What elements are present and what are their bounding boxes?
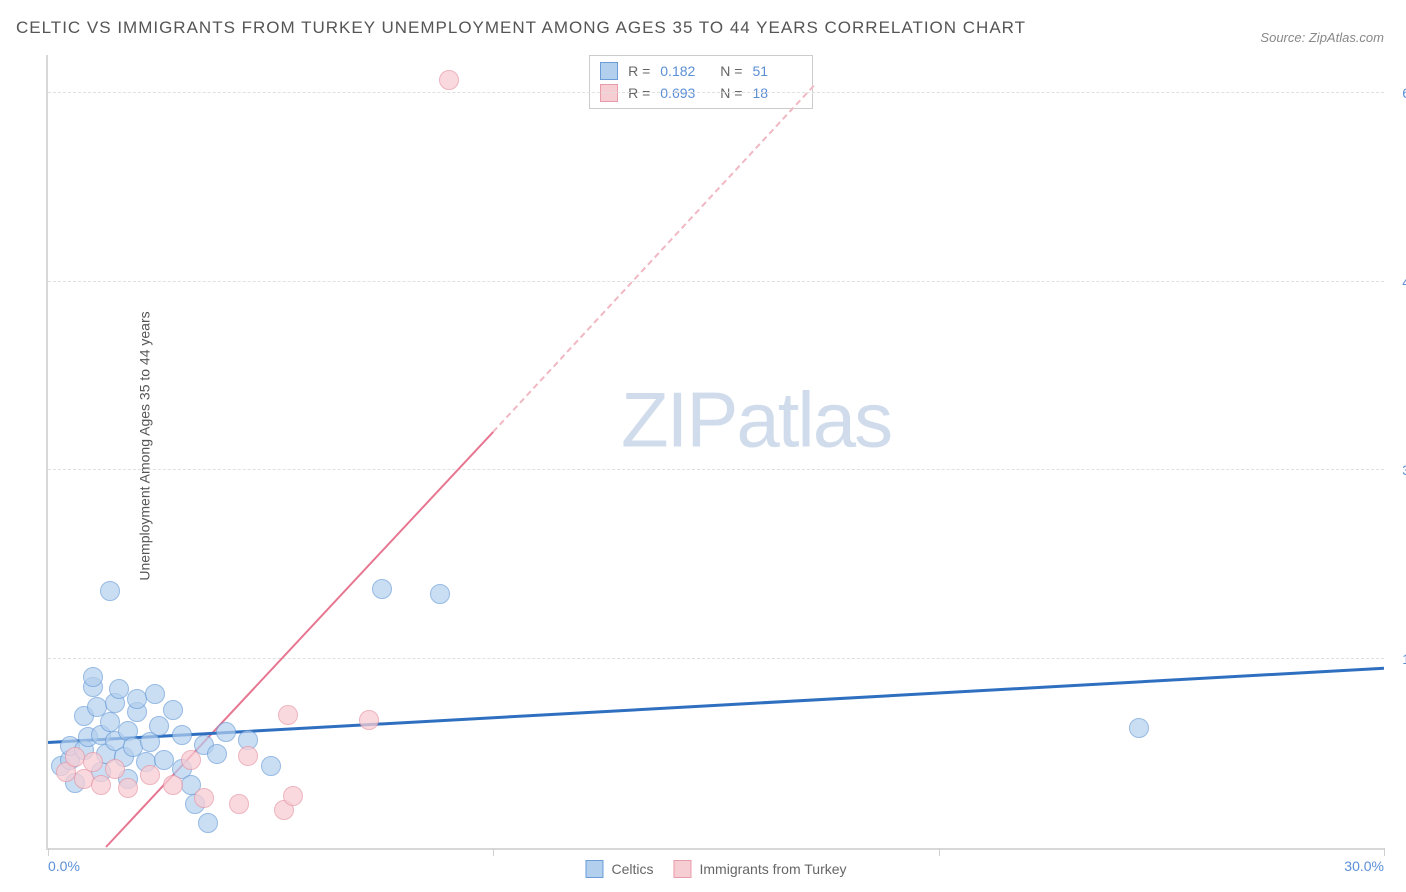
trend-line: [493, 85, 815, 433]
scatter-point: [207, 744, 227, 764]
scatter-point: [216, 722, 236, 742]
scatter-point: [238, 746, 258, 766]
ytick-label: 60.0%: [1402, 85, 1406, 101]
ytick-label: 30.0%: [1402, 462, 1406, 478]
source-label: Source:: [1260, 30, 1305, 45]
swatch-turkey-bottom: [673, 860, 691, 878]
scatter-point: [439, 70, 459, 90]
scatter-point: [83, 752, 103, 772]
swatch-turkey: [600, 84, 618, 102]
xtick: [48, 848, 49, 856]
scatter-point: [194, 788, 214, 808]
source-citation: Source: ZipAtlas.com: [1260, 30, 1384, 45]
gridline-h: [48, 281, 1384, 282]
xtick-label: 30.0%: [1344, 858, 1384, 874]
scatter-point: [261, 756, 281, 776]
scatter-point: [65, 747, 85, 767]
plot-area: ZIPatlas R = 0.182 N = 51 R = 0.693 N = …: [46, 55, 1384, 850]
n-label-0: N =: [720, 63, 742, 79]
stat-legend: R = 0.182 N = 51 R = 0.693 N = 18: [589, 55, 813, 109]
scatter-point: [145, 684, 165, 704]
r-value-1: 0.693: [660, 85, 710, 101]
scatter-point: [1129, 718, 1149, 738]
scatter-point: [109, 679, 129, 699]
r-label-1: R =: [628, 85, 650, 101]
n-label-1: N =: [720, 85, 742, 101]
scatter-point: [359, 710, 379, 730]
gridline-h: [48, 92, 1384, 93]
scatter-point: [83, 667, 103, 687]
stat-row-0: R = 0.182 N = 51: [600, 60, 802, 82]
scatter-point: [181, 750, 201, 770]
gridline-h: [48, 658, 1384, 659]
ytick-label: 45.0%: [1402, 274, 1406, 290]
xtick-label: 0.0%: [48, 858, 80, 874]
scatter-point: [118, 778, 138, 798]
scatter-point: [140, 765, 160, 785]
n-value-1: 18: [752, 85, 802, 101]
legend-item-0: Celtics: [585, 860, 653, 878]
xtick: [939, 848, 940, 856]
swatch-celtics-bottom: [585, 860, 603, 878]
xtick: [1384, 848, 1385, 856]
scatter-point: [278, 705, 298, 725]
scatter-point: [430, 584, 450, 604]
ytick-label: 15.0%: [1402, 651, 1406, 667]
n-value-0: 51: [752, 63, 802, 79]
scatter-point: [163, 700, 183, 720]
stat-row-1: R = 0.693 N = 18: [600, 82, 802, 104]
scatter-point: [372, 579, 392, 599]
bottom-legend: Celtics Immigrants from Turkey: [585, 860, 846, 878]
scatter-point: [105, 759, 125, 779]
r-value-0: 0.182: [660, 63, 710, 79]
scatter-point: [198, 813, 218, 833]
watermark: ZIPatlas: [621, 374, 891, 465]
legend-label-0: Celtics: [611, 861, 653, 877]
swatch-celtics: [600, 62, 618, 80]
chart-title: CELTIC VS IMMIGRANTS FROM TURKEY UNEMPLO…: [16, 18, 1026, 38]
xtick: [493, 848, 494, 856]
scatter-point: [100, 581, 120, 601]
chart-container: CELTIC VS IMMIGRANTS FROM TURKEY UNEMPLO…: [0, 0, 1406, 892]
watermark-atlas: atlas: [736, 375, 891, 463]
scatter-point: [172, 725, 192, 745]
scatter-point: [163, 775, 183, 795]
gridline-h: [48, 469, 1384, 470]
source-value: ZipAtlas.com: [1309, 30, 1384, 45]
scatter-point: [229, 794, 249, 814]
watermark-zip: ZIP: [621, 375, 736, 463]
r-label-0: R =: [628, 63, 650, 79]
scatter-point: [91, 775, 111, 795]
legend-item-1: Immigrants from Turkey: [673, 860, 846, 878]
scatter-point: [283, 786, 303, 806]
scatter-point: [149, 716, 169, 736]
legend-label-1: Immigrants from Turkey: [699, 861, 846, 877]
